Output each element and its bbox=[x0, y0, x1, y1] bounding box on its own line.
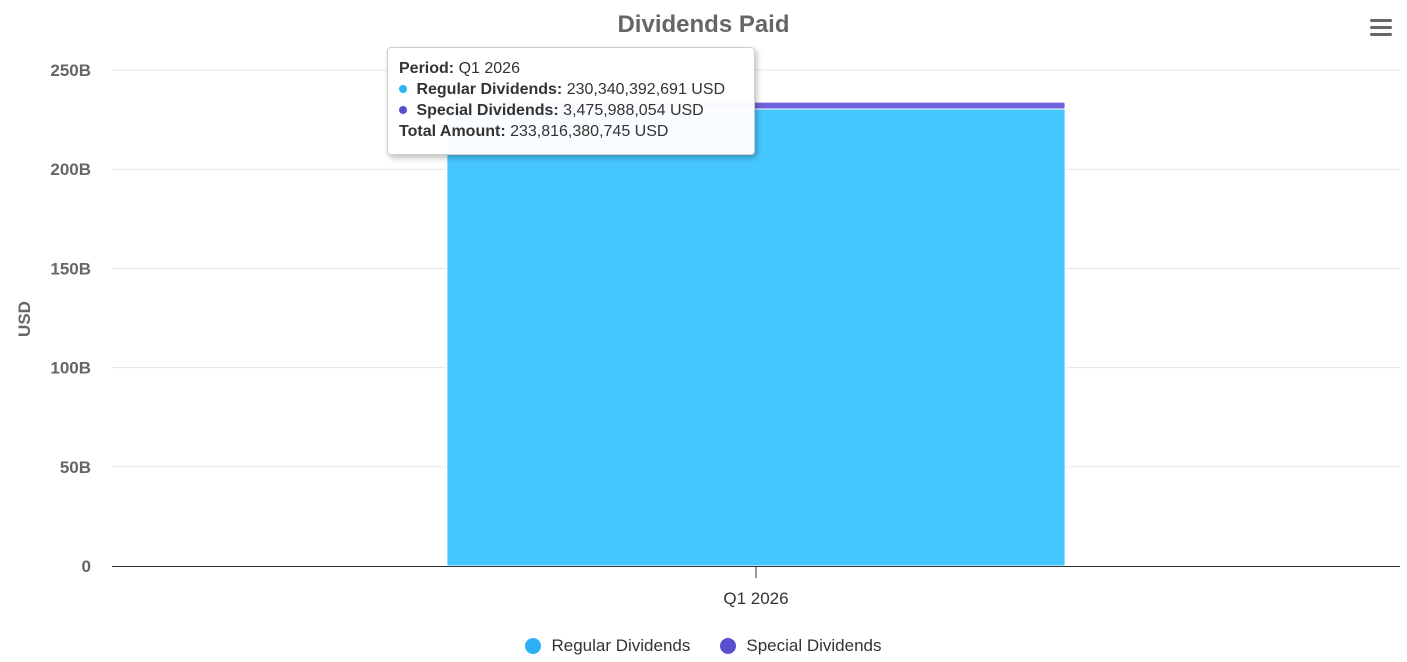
chart-menu-button[interactable] bbox=[1368, 16, 1394, 38]
tooltip-total-value: 233,816,380,745 USD bbox=[510, 123, 669, 140]
legend-item-special-dividends[interactable]: Special Dividends bbox=[720, 636, 882, 656]
tooltip-total-label: Total Amount: bbox=[399, 123, 506, 140]
chart-title: Dividends Paid bbox=[617, 11, 790, 38]
tooltip-period-row: Period: Q1 2026 bbox=[399, 58, 744, 79]
x-tick-label: Q1 2026 bbox=[723, 589, 788, 608]
tooltip-total-row: Total Amount: 233,816,380,745 USD bbox=[399, 121, 744, 142]
bar-regular-dividends[interactable] bbox=[446, 108, 1066, 567]
hamburger-menu-icon bbox=[1370, 19, 1392, 22]
y-tick-label: 100B bbox=[50, 359, 91, 378]
legend-label-special-dividends: Special Dividends bbox=[746, 636, 882, 655]
tooltip-regular-label: Regular Dividends: bbox=[416, 81, 563, 98]
hamburger-menu-icon-bar bbox=[1370, 26, 1392, 29]
tooltip-period-label: Period: bbox=[399, 60, 455, 77]
legend-marker-regular-dividends bbox=[525, 638, 542, 654]
y-tick-label: 50B bbox=[60, 458, 91, 477]
y-axis-title: USD bbox=[15, 301, 34, 337]
legend-item-regular-dividends[interactable]: Regular Dividends bbox=[525, 636, 690, 656]
bars bbox=[446, 101, 1066, 567]
legend-label-regular-dividends: Regular Dividends bbox=[551, 636, 691, 655]
tooltip-regular-marker bbox=[399, 84, 407, 93]
tooltip-regular-value: 230,340,392,691 USD bbox=[566, 81, 726, 98]
legend-marker-special-dividends bbox=[720, 638, 737, 654]
y-tick-label: 250B bbox=[50, 61, 91, 80]
hamburger-menu-icon-bar bbox=[1370, 33, 1392, 36]
tooltip-regular-row: Regular Dividends: 230,340,392,691 USD bbox=[399, 79, 744, 100]
tooltip-special-label: Special Dividends: bbox=[416, 102, 559, 119]
tooltip: Period: Q1 2026 Regular Dividends: 230,3… bbox=[387, 47, 755, 155]
tooltip-period-value: Q1 2026 bbox=[458, 60, 520, 77]
tooltip-special-row: Special Dividends: 3,475,988,054 USD bbox=[399, 100, 744, 121]
axes: 0 50B 100B 150B 200B 250B Q1 2026 bbox=[50, 61, 1400, 608]
y-tick-label: 150B bbox=[50, 259, 91, 278]
legend: Regular Dividends Special Dividends bbox=[0, 636, 1407, 656]
y-tick-label: 200B bbox=[50, 160, 91, 179]
tooltip-special-value: 3,475,988,054 USD bbox=[563, 102, 704, 119]
tooltip-special-marker bbox=[399, 105, 407, 114]
y-tick-label: 0 bbox=[82, 557, 91, 576]
